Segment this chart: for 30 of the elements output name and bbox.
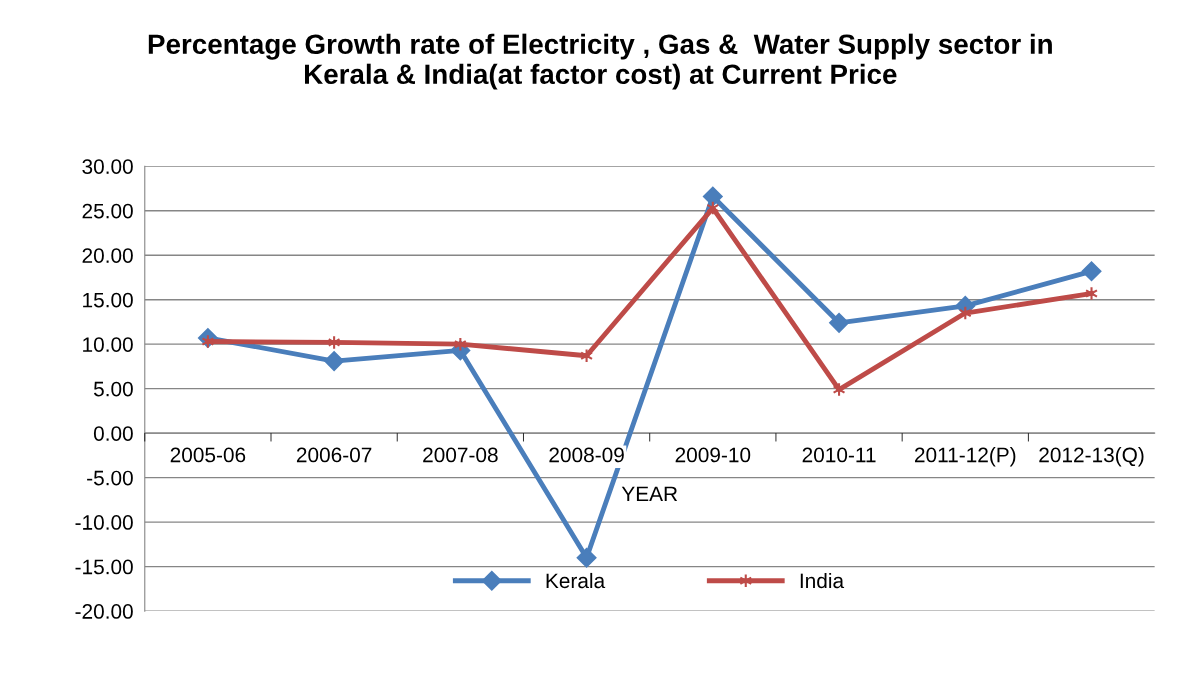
point [580,348,594,364]
y-tick-label: -10.00 [75,515,133,530]
x-axis-title: YEAR [621,486,678,501]
x-tick-label: 2008-09 [549,447,624,463]
x-tick-label: 2007-08 [423,447,498,463]
point [702,186,723,207]
point [1081,261,1102,282]
x-tick-label: 2012-13(Q) [1039,447,1144,467]
y-tick-label: 10.00 [83,337,133,352]
y-tick-label: 30.00 [82,159,133,174]
x-tick-label: 2005-06 [170,447,246,463]
x-tick-label: 2009-10 [675,447,751,463]
y-tick-label: 15.00 [83,292,133,308]
point [576,547,597,568]
y-tick-label: -20.00 [75,604,133,619]
x-tick-label: 2006-07 [296,447,372,463]
y-tick-label: 0.00 [93,426,133,441]
y-tick-label: 25.00 [82,203,133,219]
x-tick-label: 2010-11 [802,447,876,463]
point [324,351,344,371]
point [1085,286,1098,301]
legend-label: Kerala [546,572,606,589]
point [829,312,849,333]
y-tick-label: -5.00 [87,470,133,486]
y-tick-label: 20.00 [82,248,133,263]
y-tick-label: 5.00 [93,381,133,397]
legend-label: India [800,572,845,589]
chart-title: Percentage Growth rate of Electricity , Gas & Water Supply sector in Kerala & India(at factor cost) at Current Price [148,33,1052,90]
y-tick-label: -15.00 [75,559,133,575]
x-tick-label: 2011-12(P) [914,447,1016,467]
